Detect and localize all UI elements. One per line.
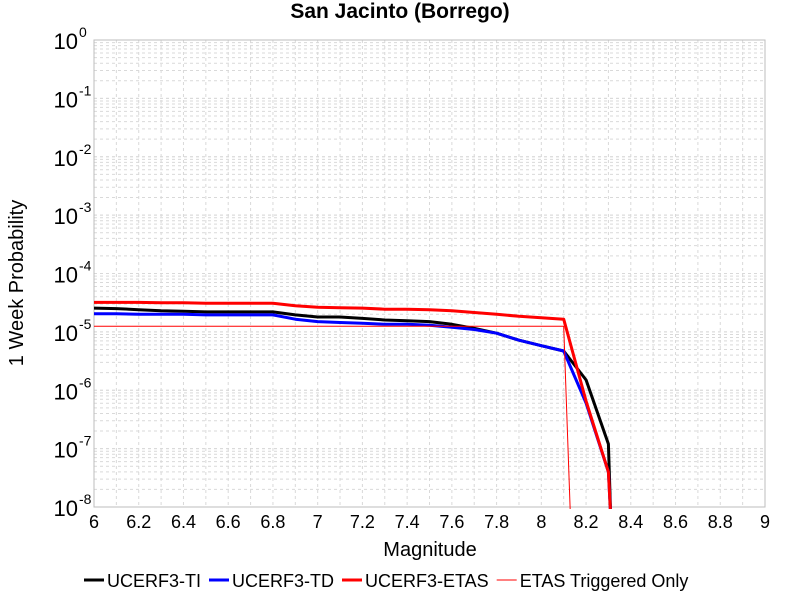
y-tick-base: 10: [54, 87, 78, 112]
x-tick-label: 8.2: [574, 512, 599, 532]
y-tick-base: 10: [54, 263, 78, 288]
y-tick-label: 10 -8: [54, 491, 92, 521]
legend-label: UCERF3-ETAS: [365, 571, 489, 591]
chart-title: San Jacinto (Borrego): [290, 0, 509, 23]
legend-label: ETAS Triggered Only: [520, 571, 689, 591]
legend-item: UCERF3-TI: [84, 571, 201, 591]
legend-label: UCERF3-TI: [107, 571, 201, 591]
y-tick-exponent: -3: [79, 199, 92, 215]
legend-item: UCERF3-TD: [209, 571, 334, 591]
y-tick-exponent: -5: [79, 316, 92, 332]
x-tick-label: 6.8: [260, 512, 285, 532]
y-tick-label: 10 -1: [54, 82, 92, 112]
x-tick-label: 7.8: [484, 512, 509, 532]
y-tick-label: 10 0: [54, 24, 87, 54]
grid: [93, 39, 766, 508]
x-tick-label: 6.2: [126, 512, 151, 532]
y-tick-label: 10 -7: [54, 433, 92, 463]
y-tick-exponent: -4: [79, 258, 92, 274]
y-tick-label: 10 -3: [54, 199, 92, 229]
y-tick-exponent: -1: [79, 82, 92, 98]
x-tick-label: 6.4: [171, 512, 196, 532]
y-tick-label: 10 -2: [54, 141, 92, 171]
y-tick-base: 10: [54, 379, 78, 404]
legend-item: ETAS Triggered Only: [496, 571, 689, 591]
legend-label: UCERF3-TD: [232, 571, 334, 591]
y-tick-base: 10: [54, 29, 78, 54]
y-tick-exponent: -8: [79, 491, 92, 507]
x-tick-label: 7.6: [439, 512, 464, 532]
x-tick-label: 6: [89, 512, 99, 532]
legend-item: UCERF3-ETAS: [342, 571, 489, 591]
x-tick-label: 8.8: [708, 512, 733, 532]
x-axis-label: Magnitude: [383, 539, 476, 561]
series-line-ucerf3-td: [94, 312, 612, 509]
y-tick-exponent: 0: [79, 24, 87, 40]
y-tick-exponent: -2: [79, 141, 92, 157]
x-axis-ticks: 6 6.2 6.4 6.6 6.8 7 7.2 7.4 7.6 7.8 8 8.2 8.4 8.6 8.8 9: [89, 512, 770, 532]
series-line-ucerf3-etas: [94, 300, 612, 509]
x-tick-label: 6.6: [216, 512, 241, 532]
x-tick-label: 7: [313, 512, 323, 532]
y-tick-label: 10 -6: [54, 374, 92, 404]
series-line-etas-triggered-only: [94, 325, 571, 509]
y-tick-label: 10 -5: [54, 316, 92, 346]
y-tick-base: 10: [54, 204, 78, 229]
y-tick-base: 10: [54, 438, 78, 463]
y-tick-base: 10: [54, 321, 78, 346]
x-tick-label: 8.6: [663, 512, 688, 532]
y-tick-exponent: -7: [79, 433, 92, 449]
x-tick-label: 8.4: [618, 512, 643, 532]
series-group: [94, 300, 612, 509]
legend: UCERF3-TI UCERF3-TD UCERF3-ETAS ETAS Trigge…: [84, 571, 688, 591]
y-axis-label: 1 Week Probability: [6, 200, 28, 366]
x-tick-label: 9: [760, 512, 770, 532]
plot-area: [93, 39, 766, 508]
y-tick-base: 10: [54, 146, 78, 171]
x-tick-label: 8: [536, 512, 546, 532]
y-tick-base: 10: [54, 496, 78, 521]
x-tick-label: 7.2: [350, 512, 375, 532]
y-tick-exponent: -6: [79, 374, 92, 390]
x-tick-label: 7.4: [395, 512, 420, 532]
y-tick-label: 10 -4: [54, 258, 92, 288]
